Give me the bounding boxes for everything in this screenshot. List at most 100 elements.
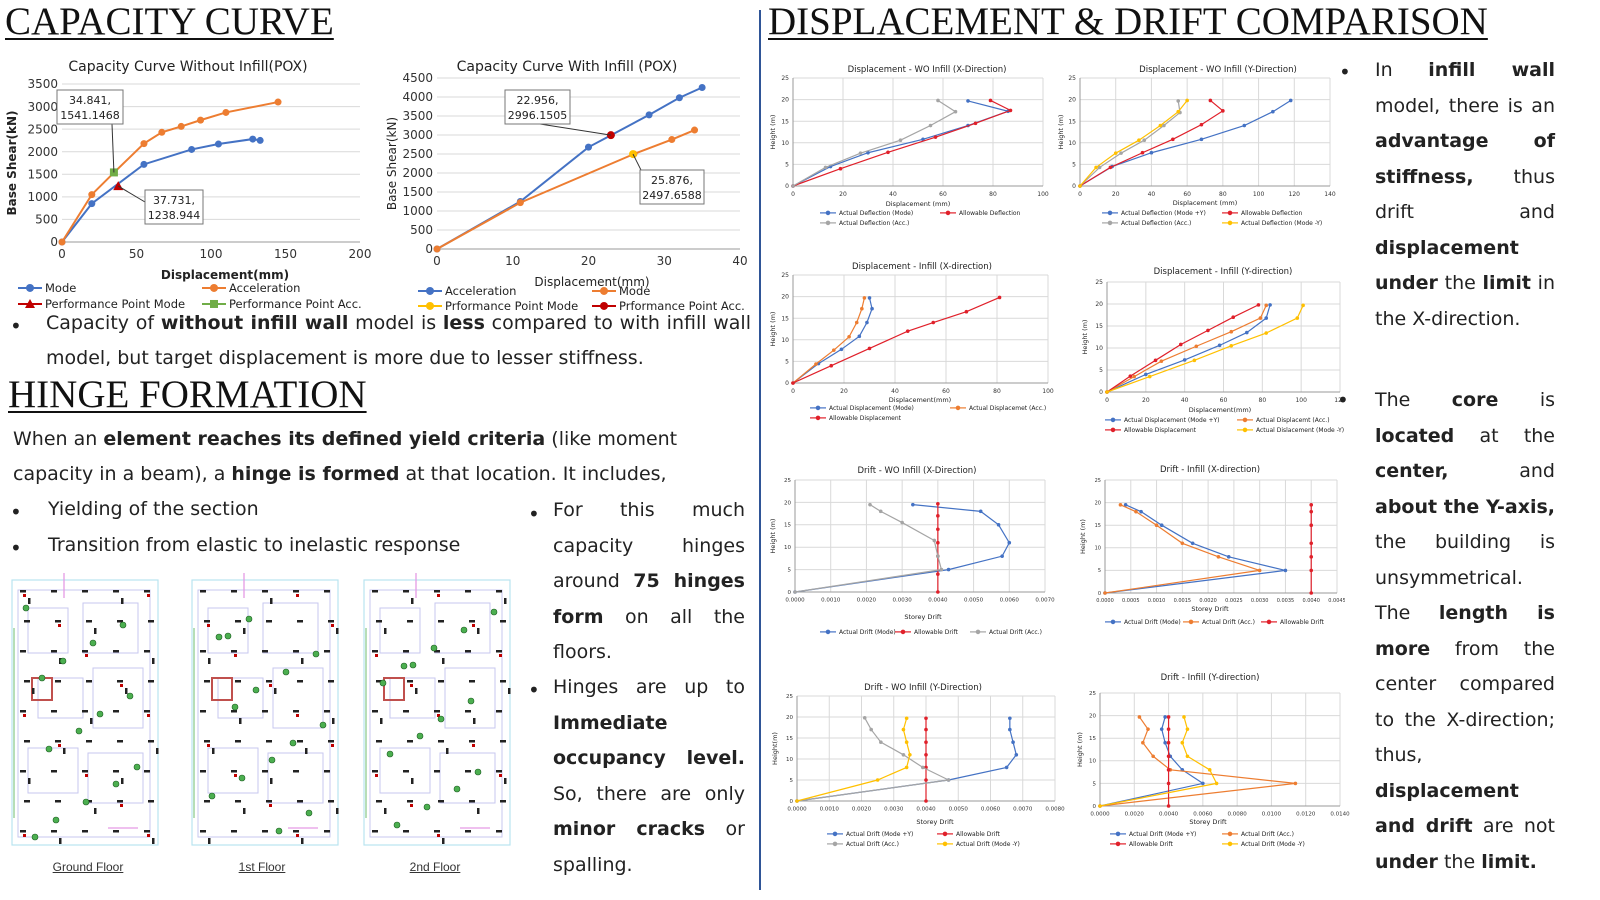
emphasis-text: without infill wall [160,312,349,334]
data-point [901,727,906,732]
data-point [931,320,936,325]
data-point [1258,316,1263,320]
plan-hinge-marker [58,744,61,747]
plan-column [372,650,378,653]
plan-column [324,710,330,713]
data-point [832,348,836,352]
plan-column [469,680,475,683]
x-tick-label: 40 [889,191,897,198]
data-point [274,98,282,106]
legend-label: Allowable Deflection [959,210,1021,217]
data-point [1004,765,1009,770]
legend-marker [426,286,434,295]
y-tick-label: 15 [1095,323,1103,330]
plan-column [200,770,206,773]
series-line [792,297,873,384]
body-text: compared to with infill wall model, but … [46,312,751,369]
plan-column [407,800,413,803]
data-point [1208,98,1213,103]
bullet-dot: • [1339,60,1351,84]
callout-box [639,169,705,205]
data-point [1094,165,1098,170]
plan-column [384,628,387,634]
plan-hinge-circle [386,750,394,758]
plan-hinge-marker [234,654,237,657]
x-axis-label: Displacement(mm) [161,268,289,282]
plan-column [200,590,206,593]
plan-column [270,598,273,604]
legend-label: Actual Drift (Mode +Y) [846,831,913,838]
bullet-dot: • [528,502,540,526]
data-point [936,514,940,518]
plan-hinge-marker [331,744,334,747]
plan-column [152,838,155,844]
data-point [1283,568,1288,573]
plan-hinge-marker [85,654,88,657]
chart-title: Displacement - WO Infill (X-Direction) [848,65,1007,75]
plan-room [389,677,436,719]
plan-hinge-circle [416,732,424,740]
legend-label: Actual Displacement (Mode) [829,405,914,412]
y-tick-label: 20 [784,500,791,506]
plan-column [411,598,414,604]
data-point [838,166,843,171]
data-point [158,128,166,136]
data-point [1301,303,1305,308]
x-tick-label: 0.0000 [785,598,805,604]
chart-title: Displacement - Infill (Y-direction) [1154,267,1293,277]
plan-column [446,748,449,754]
x-tick-label: 0.0060 [1193,812,1213,818]
x-tick-label: 0 [58,247,66,261]
plan-column [204,800,210,803]
plan-column [208,658,211,664]
plan-column [82,710,88,713]
plan-hinge-circle [319,721,327,729]
x-tick-label: 0 [433,254,441,268]
legend-label: Actual Deflection (Mode +Y) [1121,210,1206,217]
plan-hinge-marker [269,804,272,807]
plan-column [121,598,124,604]
data-point [857,334,862,339]
data-point [1221,109,1225,113]
x-tick-label: 100 [1037,191,1049,198]
emphasis-text: infill wall [1428,59,1555,81]
x-tick-label: 20 [1112,191,1120,198]
legend-label: Actual Dislacement (Mode -Y) [1256,427,1344,434]
data-point [1264,316,1269,320]
callout-text: 34.841, [69,94,111,107]
legend-label: Allowable Drift [956,831,1001,838]
legend-marker [1107,220,1113,226]
data-point [936,501,940,506]
body-text: When an [13,428,104,450]
plan-column [94,808,97,814]
plan-column [117,800,123,803]
plan-hinge-marker [410,804,413,807]
data-point [433,245,441,253]
plan-column [82,770,88,773]
plan-column [328,680,334,683]
data-point [1113,151,1118,155]
data-point [1207,768,1212,772]
data-point [898,138,903,143]
body-text: (like moment capacity in a beam), a [13,428,678,485]
data-point [249,135,257,143]
y-tick-label: 1000 [402,204,433,218]
data-point [256,136,264,144]
plan-column [32,688,35,694]
legend-marker [1227,210,1233,216]
x-tick-label: 40 [1148,191,1156,198]
plan-column [496,650,502,653]
emphasis-text: advantage of stiffness, [1375,130,1555,188]
legend-marker [600,286,608,295]
chart-title: Drift - WO Infill (X-Direction) [857,466,976,476]
plan-hinge-circle [379,679,387,687]
x-tick-label: 40 [732,254,747,268]
x-axis-label: Displacement(mm) [1189,406,1251,414]
series-line [792,100,1011,187]
plan-column [125,688,128,694]
plan-column [239,718,242,724]
y-tick-label: 15 [1089,736,1096,742]
data-point [698,84,706,91]
y-tick-label: 500 [35,213,58,227]
data-point [908,753,912,757]
